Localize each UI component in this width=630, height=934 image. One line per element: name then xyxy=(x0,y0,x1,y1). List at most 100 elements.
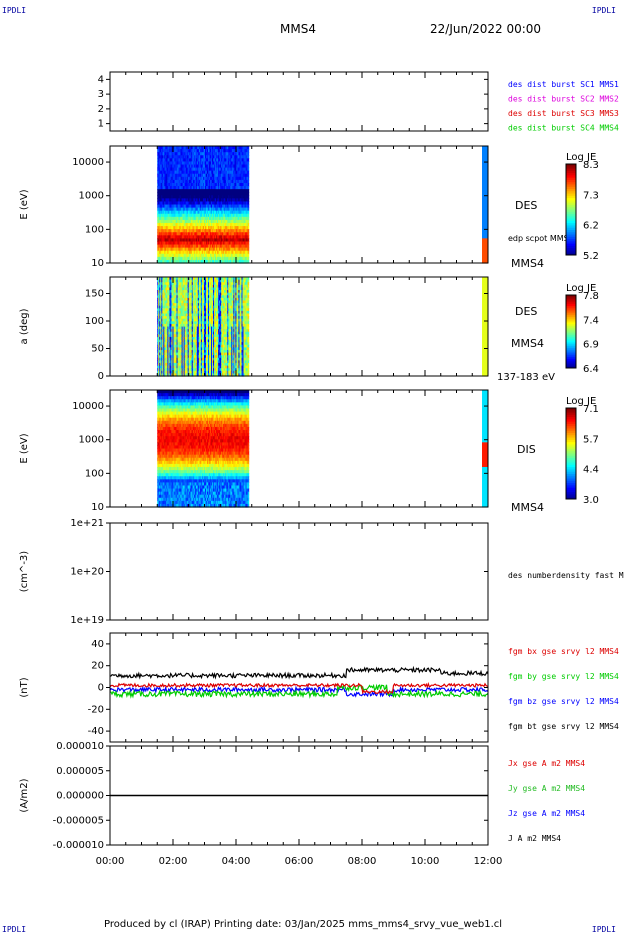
des-energy-cell xyxy=(180,210,183,215)
des-pitch-cell xyxy=(189,347,192,351)
des-pitch-cell xyxy=(190,310,193,315)
des-pitch-cell xyxy=(178,360,181,364)
des-energy-cell xyxy=(165,241,167,246)
des-pitch-cell xyxy=(179,357,182,361)
des-pitch-cell xyxy=(158,282,160,286)
des-pitch-cell xyxy=(185,370,188,374)
des-pitch-cell xyxy=(176,297,179,302)
des-energy-cell xyxy=(188,146,191,150)
des-energy-cell xyxy=(164,189,166,193)
des-energy-cell xyxy=(227,179,229,184)
des-energy-cell xyxy=(164,152,166,156)
des-energy-cell xyxy=(245,179,248,184)
des-energy-cell xyxy=(182,179,185,184)
des-pitch-cell xyxy=(181,313,184,317)
des-energy-edge-cell xyxy=(482,256,488,261)
des-pitch-cell xyxy=(187,305,190,309)
des-energy-cell xyxy=(190,158,193,162)
des-energy-cell xyxy=(232,201,234,206)
des-energy-cell xyxy=(204,204,207,209)
des-energy-cell xyxy=(215,158,217,162)
des-pitch-cell xyxy=(168,334,171,338)
des-energy-cell xyxy=(171,226,174,230)
des-energy-cell xyxy=(163,149,165,153)
des-energy-cell xyxy=(243,173,246,178)
des-energy-cell xyxy=(219,189,221,193)
des-pitch-cell xyxy=(176,368,179,372)
des-energy-cell xyxy=(186,195,189,199)
des-energy-cell xyxy=(225,182,227,187)
des-pitch-cell xyxy=(180,316,183,320)
des-energy-cell xyxy=(226,161,228,166)
des-pitch-cell xyxy=(168,329,171,333)
des-energy-cell xyxy=(212,173,214,178)
des-pitch-cell xyxy=(161,344,163,348)
des-energy-cell xyxy=(231,179,233,184)
des-energy-cell xyxy=(171,204,174,209)
des-energy-cell xyxy=(214,161,216,166)
des-energy-cell xyxy=(214,195,216,199)
des-energy-cell xyxy=(172,244,175,249)
des-energy-cell xyxy=(183,195,186,199)
des-energy-cell xyxy=(187,192,190,196)
des-energy-cell xyxy=(240,179,243,184)
des-energy-cell xyxy=(183,198,186,203)
des-pitch-cell xyxy=(174,290,177,294)
des-energy-cell xyxy=(245,149,248,153)
des-energy-cell xyxy=(169,241,172,246)
des-energy-cell xyxy=(177,229,180,233)
des-pitch-cell xyxy=(161,329,163,333)
des-energy-cell xyxy=(224,201,226,206)
des-pitch-cell xyxy=(175,334,178,338)
des-pitch-cell xyxy=(180,344,183,348)
des-energy-cell xyxy=(181,210,184,215)
des-energy-cell xyxy=(214,259,216,264)
des-energy-cell xyxy=(167,222,170,227)
des-pitch-cell xyxy=(188,360,191,364)
des-energy-cell xyxy=(190,207,193,212)
des-energy-cell xyxy=(219,173,221,178)
des-pitch-cell xyxy=(159,339,161,343)
des-energy-cell xyxy=(221,146,223,150)
des-energy-cell xyxy=(224,232,226,236)
des-energy-cell xyxy=(167,241,170,246)
des-energy-cell xyxy=(205,259,208,264)
des-energy-cell xyxy=(164,213,166,218)
des-energy-cell xyxy=(214,186,216,190)
des-energy-cell xyxy=(222,213,224,218)
des-energy-cell xyxy=(169,155,172,159)
des-energy-cell xyxy=(171,210,174,215)
des-energy-cell xyxy=(220,244,222,249)
des-energy-cell xyxy=(192,210,195,215)
des-energy-cell xyxy=(161,226,163,230)
des-energy-cell xyxy=(247,155,250,159)
des-energy-cell xyxy=(220,161,222,166)
des-pitch-cell xyxy=(191,290,194,294)
des-pitch-cell xyxy=(185,352,188,356)
des-energy-cell xyxy=(161,244,163,249)
des-energy-edge-cell xyxy=(482,226,488,230)
des-energy-cell xyxy=(190,192,193,196)
des-energy-cell xyxy=(192,226,195,230)
des-energy-cell xyxy=(183,216,186,221)
des-energy-cell xyxy=(235,173,238,178)
des-pitch-cell xyxy=(171,282,174,286)
des-energy-cell xyxy=(198,232,201,236)
des-pitch-cell xyxy=(183,300,186,304)
des-pitch-cell xyxy=(182,313,185,317)
des-energy-cell xyxy=(212,179,214,184)
des-pitch-cell xyxy=(159,349,161,354)
des-energy-cell xyxy=(202,222,205,227)
des-energy-cell xyxy=(212,241,214,246)
des-pitch-cell xyxy=(182,357,185,361)
des-energy-cell xyxy=(225,167,227,172)
des-pitch-cell xyxy=(157,336,159,341)
des-energy-cell xyxy=(233,213,235,218)
des-pitch-cell xyxy=(174,334,177,338)
des-energy-cell xyxy=(214,170,216,175)
des-energy-cell xyxy=(191,241,194,246)
des-pitch-cell xyxy=(178,329,181,333)
des-energy-cell xyxy=(162,189,164,193)
des-energy-cell xyxy=(188,170,191,175)
des-energy-cell xyxy=(212,201,214,206)
